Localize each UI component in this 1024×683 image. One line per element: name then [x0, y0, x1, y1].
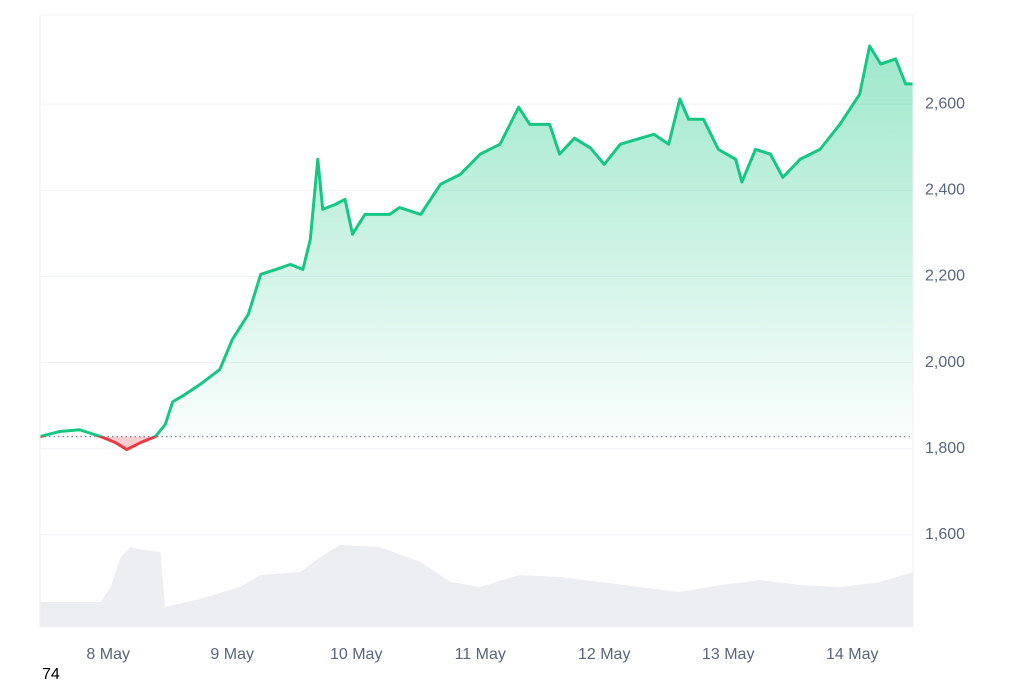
volume-area: [40, 545, 913, 627]
price-area: [40, 46, 913, 450]
x-tick-label: 10 May: [330, 646, 382, 663]
y-tick-label: 2,400: [925, 182, 965, 199]
price-layer: [39, 44, 913, 452]
y-tick-label: 1,800: [925, 440, 965, 457]
y-tick-label: 2,200: [925, 268, 965, 285]
volume-layer: [40, 545, 913, 627]
price-line: [39, 44, 913, 452]
footnote: 74: [42, 666, 60, 683]
plot-frame: [39, 14, 914, 628]
x-tick-label: 8 May: [86, 646, 130, 663]
y-tick-label: 1,600: [925, 526, 965, 543]
y-tick-label: 2,000: [925, 354, 965, 371]
x-tick-label: 13 May: [702, 646, 754, 663]
y-tick-label: 2,600: [925, 95, 965, 112]
x-tick-label: 12 May: [578, 646, 630, 663]
x-tick-label: 11 May: [455, 646, 506, 663]
label-layer: 1,600 1,800 2,000 2,200 2,400 2,600 8 May 9 May…: [86, 95, 965, 663]
x-tick-label: 14 May: [826, 646, 878, 663]
x-tick-label: 9 May: [210, 646, 254, 663]
